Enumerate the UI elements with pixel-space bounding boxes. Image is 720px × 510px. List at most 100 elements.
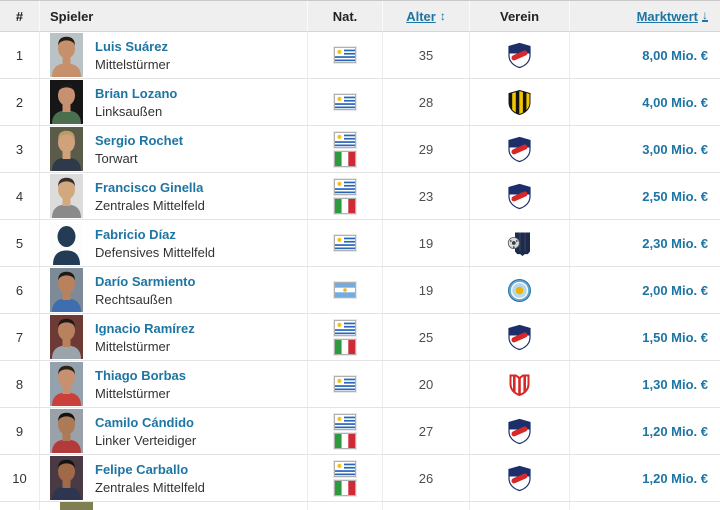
- nacional-montevideo-badge-icon[interactable]: [507, 136, 532, 163]
- header-club: Verein: [470, 1, 570, 31]
- market-value: 3,00 Mio. €: [642, 141, 708, 157]
- market-value: 2,00 Mio. €: [642, 282, 708, 298]
- rank-cell: 7: [0, 314, 40, 360]
- player-position: Zentrales Mittelfeld: [95, 479, 205, 495]
- age-cell: 27: [383, 408, 470, 454]
- uruguay-flag-icon: [334, 178, 356, 195]
- uruguay-flag-icon: [334, 376, 356, 392]
- club-cell: [470, 267, 570, 313]
- italy-flag-icon: [334, 338, 356, 355]
- age-cell: 20: [383, 361, 470, 407]
- table-row: 6 Darío Sarmiento Rechtsaußen 19 2,00 Mi…: [0, 267, 720, 314]
- liverpool-montevideo-badge-icon[interactable]: [507, 230, 532, 257]
- argentina-flag-icon: [334, 282, 356, 298]
- club-cell: [470, 220, 570, 266]
- table-row: 8 Thiago Borbas Mittelstürmer 20 1,30 Mi…: [0, 361, 720, 408]
- table-row: 2 Brian Lozano Linksaußen 28 4,00 Mio. €: [0, 79, 720, 126]
- market-value: 2,50 Mio. €: [642, 188, 708, 204]
- player-name-link[interactable]: Ignacio Ramírez: [95, 320, 195, 336]
- player-photo[interactable]: [50, 221, 83, 265]
- player-position: Linksaußen: [95, 103, 163, 119]
- nacional-montevideo-badge-icon[interactable]: [507, 465, 532, 492]
- player-photo[interactable]: [50, 33, 83, 77]
- club-cell: [470, 314, 570, 360]
- uruguay-flag-icon: [334, 47, 356, 63]
- player-position: Mittelstürmer: [95, 56, 171, 72]
- club-cell: [470, 126, 570, 172]
- club-cell: [470, 408, 570, 454]
- nacional-montevideo-badge-icon[interactable]: [507, 42, 532, 69]
- age-cell: 29: [383, 126, 470, 172]
- italy-flag-icon: [334, 197, 356, 214]
- club-cell: [470, 32, 570, 78]
- age-cell: 19: [383, 220, 470, 266]
- club-cell: [470, 361, 570, 407]
- uruguay-flag-icon: [334, 460, 356, 477]
- market-value: 4,00 Mio. €: [642, 94, 708, 110]
- nacional-montevideo-badge-icon[interactable]: [507, 418, 532, 445]
- sort-updown-icon[interactable]: ↕: [439, 9, 446, 23]
- player-position: Mittelstürmer: [95, 338, 171, 354]
- nacional-montevideo-badge-icon[interactable]: [507, 324, 532, 351]
- italy-flag-icon: [334, 150, 356, 167]
- player-name-link[interactable]: Darío Sarmiento: [95, 273, 196, 289]
- player-photo[interactable]: [50, 362, 83, 406]
- table-row: 4 Francisco Ginella Zentrales Mittelfeld…: [0, 173, 720, 220]
- market-value: 2,30 Mio. €: [642, 235, 708, 251]
- river-plate-montevideo-badge-icon[interactable]: [507, 371, 532, 398]
- player-name-link[interactable]: Camilo Cándido: [95, 414, 194, 430]
- club-cell: [470, 79, 570, 125]
- nationality-cell: [308, 79, 383, 125]
- sort-market-value-link[interactable]: Marktwert: [636, 8, 698, 24]
- nationality-cell: [308, 32, 383, 78]
- age-cell: 19: [383, 267, 470, 313]
- table-row-partial: [0, 502, 720, 510]
- header-market-value: Marktwert ↓: [570, 1, 720, 31]
- rank-cell: 5: [0, 220, 40, 266]
- player-photo[interactable]: [50, 315, 83, 359]
- header-rank: #: [0, 1, 40, 31]
- montevideo-city-torque-badge-icon[interactable]: [507, 277, 532, 304]
- player-photo[interactable]: [50, 409, 83, 453]
- rank-cell: 4: [0, 173, 40, 219]
- rank-cell: 9: [0, 408, 40, 454]
- player-name-link[interactable]: Thiago Borbas: [95, 367, 187, 383]
- nationality-cell: [308, 361, 383, 407]
- uruguay-flag-icon: [334, 94, 356, 110]
- player-photo[interactable]: [50, 80, 83, 124]
- player-name-link[interactable]: Luis Suárez: [95, 38, 168, 54]
- rank-cell: 3: [0, 126, 40, 172]
- player-photo[interactable]: [50, 127, 83, 171]
- nationality-cell: [308, 267, 383, 313]
- header-age: Alter ↕: [383, 1, 470, 31]
- rank-cell: 1: [0, 32, 40, 78]
- age-cell: 35: [383, 32, 470, 78]
- italy-flag-icon: [334, 432, 356, 449]
- player-photo[interactable]: [50, 456, 83, 500]
- player-name-link[interactable]: Sergio Rochet: [95, 132, 184, 148]
- age-cell: 25: [383, 314, 470, 360]
- header-nationality: Nat.: [308, 1, 383, 31]
- nationality-cell: [308, 455, 383, 501]
- nacional-montevideo-badge-icon[interactable]: [507, 183, 532, 210]
- player-name-link[interactable]: Francisco Ginella: [95, 179, 204, 195]
- rank-cell: 2: [0, 79, 40, 125]
- player-name-link[interactable]: Felipe Carballo: [95, 461, 189, 477]
- age-cell: 23: [383, 173, 470, 219]
- player-name-link[interactable]: Brian Lozano: [95, 85, 178, 101]
- penarol-montevideo-badge-icon[interactable]: [507, 89, 532, 116]
- nationality-cell: [308, 126, 383, 172]
- sort-descending-icon[interactable]: ↓: [702, 8, 708, 22]
- player-position: Linker Verteidiger: [95, 432, 197, 448]
- sort-age-link[interactable]: Alter: [406, 8, 436, 24]
- uruguay-flag-icon: [334, 319, 356, 336]
- player-photo[interactable]: [50, 174, 83, 218]
- player-name-link[interactable]: Fabricio Díaz: [95, 226, 176, 242]
- rank-cell: 8: [0, 361, 40, 407]
- uruguay-flag-icon: [334, 413, 356, 430]
- player-photo[interactable]: [50, 268, 83, 312]
- nationality-cell: [308, 314, 383, 360]
- market-value: 1,20 Mio. €: [642, 470, 708, 486]
- player-photo-partial: [60, 502, 93, 510]
